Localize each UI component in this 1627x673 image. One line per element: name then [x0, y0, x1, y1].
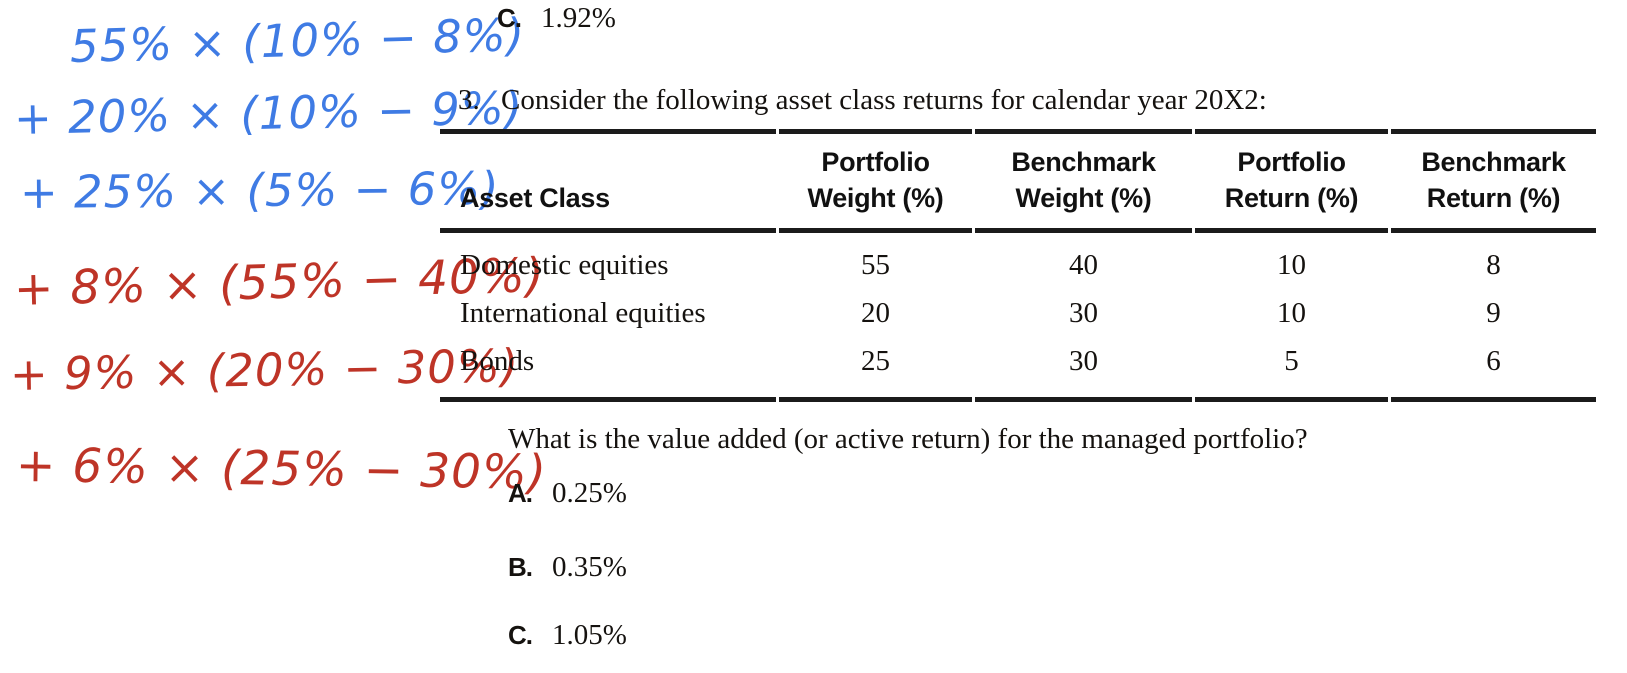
asset-class-cell: Domestic equities	[460, 248, 669, 281]
option-value: 1.92%	[541, 2, 616, 34]
asset-class-cell: International equities	[460, 296, 706, 329]
value-cell: 6	[1391, 337, 1596, 402]
table-row: International equities 20 30 10 9	[440, 289, 1596, 337]
option-letter: B.	[508, 552, 533, 582]
value-cell: 10	[1277, 296, 1306, 329]
answer-option-previous: C. 1.92%	[497, 1, 616, 35]
value-cell: 9	[1486, 296, 1501, 329]
value-cell: 55	[861, 248, 890, 281]
column-header: Asset Class	[440, 129, 776, 233]
answer-option: C. 1.05%	[508, 618, 627, 652]
table-body: Domestic equities 55 40 10 8 International eq…	[440, 233, 1596, 402]
column-header: Benchmark Return (%)	[1391, 129, 1596, 233]
value-cell: 30	[975, 337, 1192, 402]
value-cell: 25	[779, 337, 972, 402]
value-cell: 40	[1069, 248, 1098, 281]
table-row: Bonds 25 30 5 6	[440, 337, 1596, 402]
value-cell: 5	[1195, 337, 1388, 402]
column-header: Portfolio Return (%)	[1195, 129, 1388, 233]
handwritten-formula-line: 55% × (10% − 8%)	[69, 8, 526, 73]
handwritten-formula-line: + 25% × (5% − 6%)	[19, 161, 500, 219]
table-header-row: Asset Class Portfolio Weight (%) Benchmark W…	[440, 129, 1596, 233]
option-value: 0.25%	[552, 477, 627, 509]
value-cell: 30	[1069, 296, 1098, 329]
option-value: 1.05%	[552, 619, 627, 651]
table-row: Domestic equities 55 40 10 8	[440, 233, 1596, 289]
column-header: Benchmark Weight (%)	[975, 129, 1192, 233]
answer-option: B. 0.35%	[508, 550, 627, 584]
asset-class-cell: Bonds	[440, 337, 776, 402]
column-header: Portfolio Weight (%)	[779, 129, 972, 233]
value-cell: 20	[861, 296, 890, 329]
question-prompt: What is the value added (or active retur…	[508, 423, 1308, 455]
question-stem: 3. Consider the following asset class ret…	[458, 83, 1267, 117]
option-letter: C.	[497, 3, 522, 33]
option-letter: C.	[508, 620, 533, 650]
question-text: Consider the following asset class retur…	[501, 84, 1267, 116]
option-letter: A.	[508, 478, 533, 508]
value-cell: 8	[1486, 248, 1501, 281]
asset-class-returns-table: Asset Class Portfolio Weight (%) Benchmark W…	[437, 129, 1599, 402]
value-cell: 10	[1277, 248, 1306, 281]
question-number: 3.	[458, 84, 480, 116]
handwritten-formula-line: + 6% × (25% − 30%)	[15, 438, 548, 501]
answer-option: A. 0.25%	[508, 476, 627, 510]
table-header: Asset Class Portfolio Weight (%) Benchmark W…	[440, 129, 1596, 233]
option-value: 0.35%	[552, 551, 627, 583]
